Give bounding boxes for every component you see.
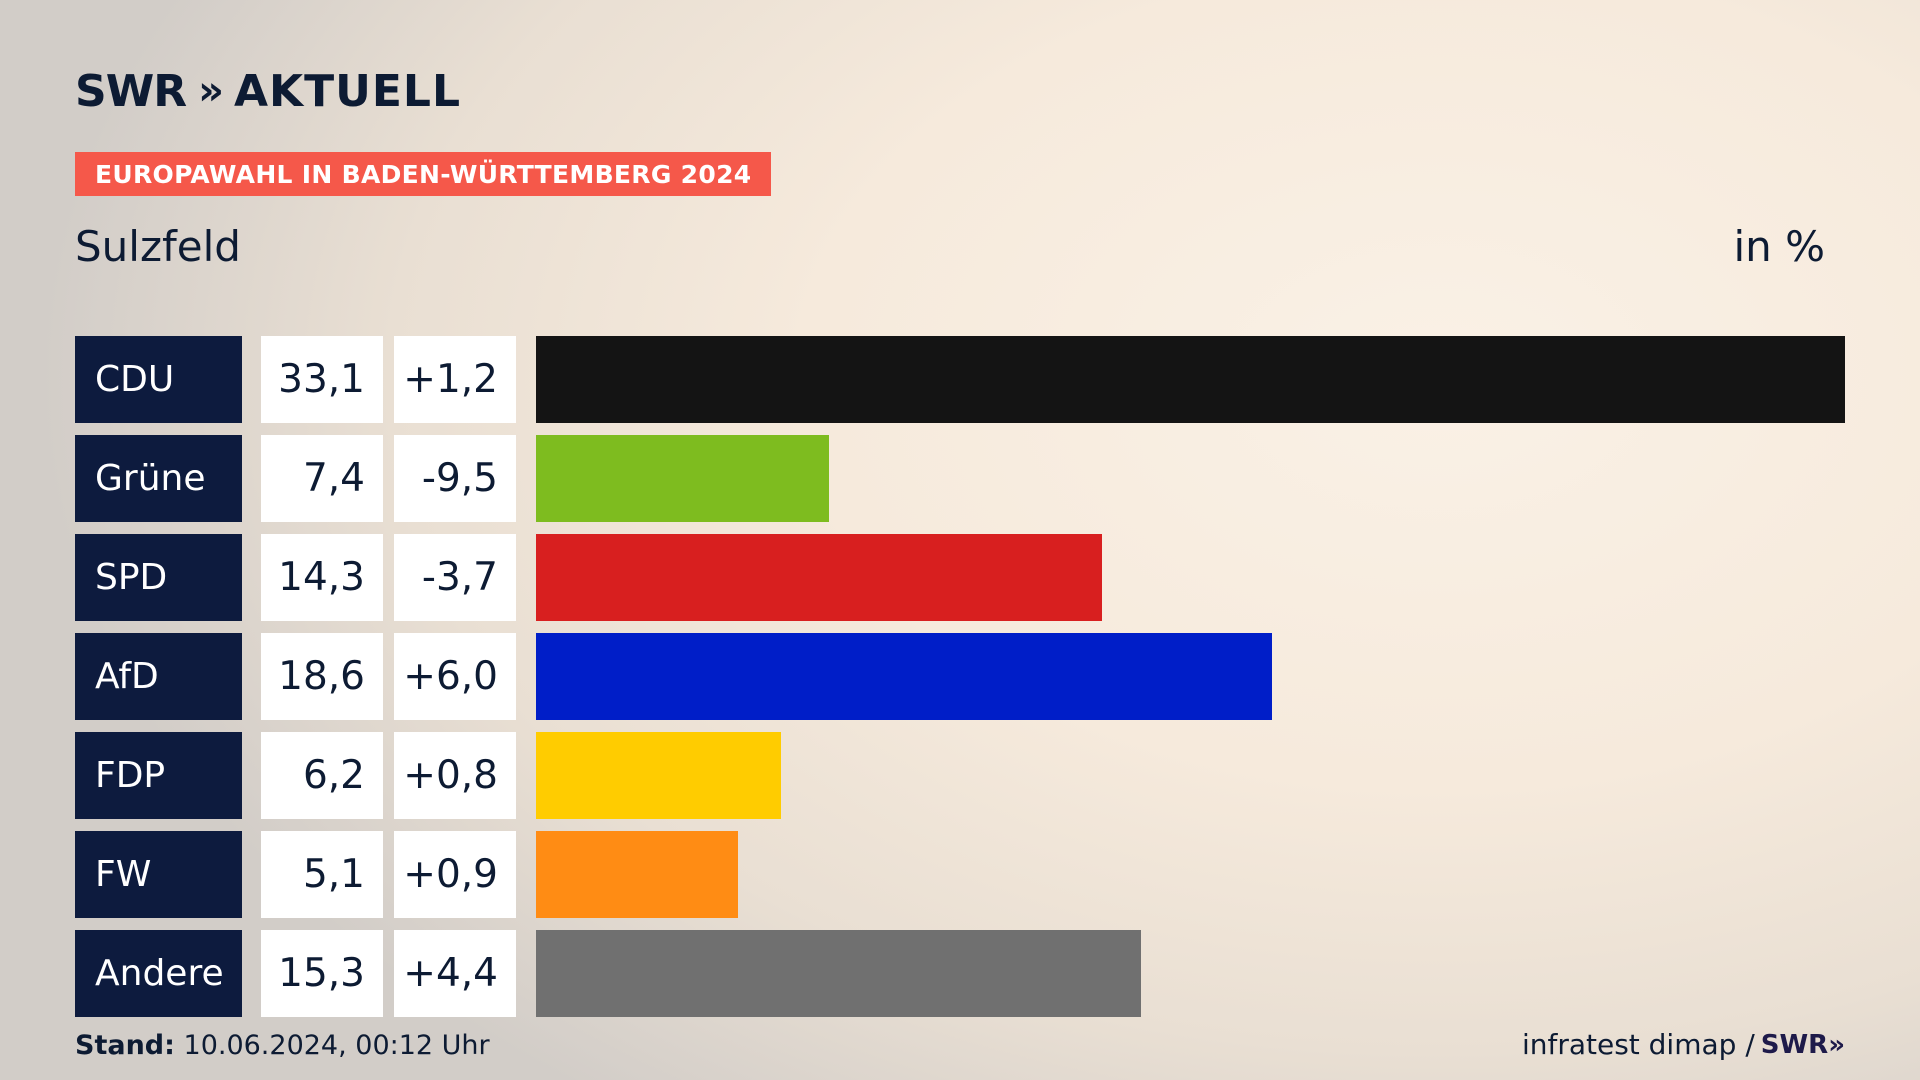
change-label: -9,5 (394, 435, 516, 522)
place-title: Sulzfeld (75, 222, 241, 271)
party-label: FDP (75, 732, 242, 819)
party-label: FW (75, 831, 242, 918)
result-bar (536, 435, 829, 522)
party-label: SPD (75, 534, 242, 621)
change-label: -3,7 (394, 534, 516, 621)
result-row: CDU 33,1 +1,2 (75, 336, 1845, 423)
result-bar (536, 930, 1141, 1017)
result-bar (536, 831, 738, 918)
vote-share-label: 5,1 (261, 831, 383, 918)
result-row: FW 5,1 +0,9 (75, 831, 1845, 918)
vote-share-label: 14,3 (261, 534, 383, 621)
stand-value: 10.06.2024, 00:12 Uhr (183, 1030, 490, 1061)
vote-share-label: 18,6 (261, 633, 383, 720)
timestamp: Stand: 10.06.2024, 00:12 Uhr (75, 1030, 490, 1061)
party-label: AfD (75, 633, 242, 720)
result-bar (536, 633, 1272, 720)
vote-share-label: 7,4 (261, 435, 383, 522)
change-label: +0,9 (394, 831, 516, 918)
source-credit: infratest dimap / SWR» (1522, 1028, 1845, 1061)
result-row: Grüne 7,4 -9,5 (75, 435, 1845, 522)
party-label: Andere (75, 930, 242, 1017)
logo-chevrons: » (198, 68, 224, 114)
vote-share-label: 6,2 (261, 732, 383, 819)
change-label: +1,2 (394, 336, 516, 423)
result-bar (536, 732, 781, 819)
swr-aktuell-logo: SWR » AKTUELL (75, 65, 461, 117)
stand-label: Stand: (75, 1030, 175, 1061)
source-text: infratest dimap / (1521, 1028, 1755, 1061)
result-bar (536, 336, 1845, 423)
party-label: CDU (75, 336, 242, 423)
unit-label: in % (1733, 222, 1825, 271)
logo-brand: SWR (75, 65, 187, 117)
vote-share-label: 33,1 (261, 336, 383, 423)
change-label: +4,4 (394, 930, 516, 1017)
vote-share-label: 15,3 (261, 930, 383, 1017)
result-row: AfD 18,6 +6,0 (75, 633, 1845, 720)
result-bar (536, 534, 1102, 621)
result-row: SPD 14,3 -3,7 (75, 534, 1845, 621)
change-label: +6,0 (394, 633, 516, 720)
logo-suffix: AKTUELL (233, 65, 461, 117)
result-row: FDP 6,2 +0,8 (75, 732, 1845, 819)
party-label: Grüne (75, 435, 242, 522)
election-tag: EUROPAWAHL IN BADEN-WÜRTTEMBERG 2024 (75, 152, 772, 196)
source-brand: SWR» (1760, 1029, 1845, 1060)
result-row: Andere 15,3 +4,4 (75, 930, 1845, 1017)
change-label: +0,8 (394, 732, 516, 819)
